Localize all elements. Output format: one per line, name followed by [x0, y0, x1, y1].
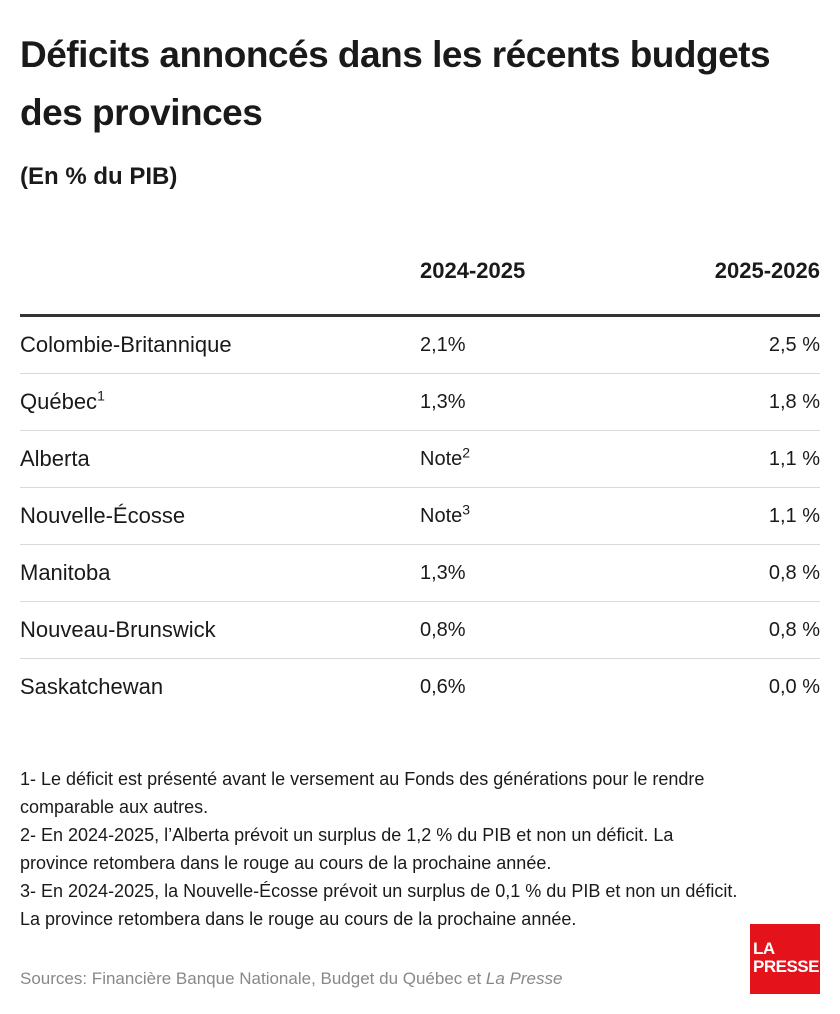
deficit-table: 2024-2025 2025-2026 Colombie-Britannique… — [20, 250, 820, 715]
footnote-marker: 3 — [462, 500, 471, 517]
value-2025-2026: 1,1 % — [620, 487, 820, 545]
province-name-cell: Nouvelle-Écosse — [20, 487, 420, 545]
sources-italic: La Presse — [485, 969, 563, 988]
province-name: Nouvelle-Écosse — [20, 503, 186, 528]
value-2024-2025-cell: 1,3% — [420, 544, 620, 602]
province-name-cell: Manitoba — [20, 544, 420, 602]
province-name: Saskatchewan — [20, 674, 164, 699]
value-2024-2025: 0,8% — [420, 618, 466, 641]
table-row: Colombie-Britannique 2,1% 2,5 % — [20, 315, 820, 374]
value-2025-2026: 0,8 % — [620, 601, 820, 659]
table-row: Québec1 1,3% 1,8 % — [20, 373, 820, 431]
column-header-2025-2026: 2025-2026 — [620, 250, 820, 317]
footnotes: 1- Le déficit est présenté avant le vers… — [20, 765, 740, 933]
value-2024-2025-cell: Note3 — [420, 487, 620, 545]
value-2024-2025: 0,6% — [420, 675, 466, 698]
value-2024-2025-cell: 0,6% — [420, 659, 620, 716]
table-row: Saskatchewan 0,6% 0,0 % — [20, 659, 820, 716]
value-2025-2026: 1,8 % — [620, 373, 820, 431]
province-name-cell: Colombie-Britannique — [20, 315, 420, 374]
value-2024-2025-cell: Note2 — [420, 430, 620, 488]
footnote-2: 2- En 2024-2025, l’Alberta prévoit un su… — [20, 825, 674, 873]
chart-title: Déficits annoncés dans les récents budge… — [20, 34, 771, 133]
value-2025-2026: 0,0 % — [768, 675, 820, 698]
table-row: Nouveau-Brunswick 0,8% 0,8 % — [20, 601, 820, 659]
value-2024-2025: 1,3% — [420, 390, 466, 413]
value-2025-2026: 0,8 % — [620, 544, 820, 602]
footnote-3: 3- En 2024-2025, la Nouvelle-Écosse prév… — [20, 881, 738, 929]
footnote-marker: 1 — [97, 387, 105, 404]
table-body: Colombie-Britannique 2,1% 2,5 % Québec1 1,3%… — [20, 315, 820, 716]
province-name-cell: Alberta — [20, 430, 420, 488]
sources-text: Sources: Financière Banque Nationale, Bu… — [20, 969, 486, 988]
logo-line-2: PRESSE — [753, 957, 819, 976]
footnote-marker: 2 — [462, 443, 471, 460]
value-2024-2025: Note — [420, 447, 463, 470]
table-row: Alberta Note2 1,1 % — [20, 430, 820, 488]
province-name-cell: Saskatchewan — [20, 659, 420, 716]
province-name: Manitoba — [20, 560, 111, 585]
province-name-cell: Québec1 — [20, 373, 420, 431]
province-name: Alberta — [20, 446, 90, 471]
value-2025-2026: 2,5 % — [620, 315, 820, 374]
table-row: Nouvelle-Écosse Note3 1,1 % — [20, 487, 820, 545]
la-presse-logo: LA PRESSE — [750, 924, 820, 994]
value-2024-2025: Note — [420, 504, 463, 527]
sources-line: Sources: Financière Banque Nationale, Bu… — [20, 969, 562, 989]
province-name: Québec — [20, 389, 98, 414]
chart-subtitle: (En % du PIB) — [20, 163, 178, 190]
footnote-1: 1- Le déficit est présenté avant le vers… — [20, 769, 705, 817]
table-header-row: 2024-2025 2025-2026 — [20, 250, 820, 317]
province-name: Colombie-Britannique — [20, 332, 232, 357]
province-name-cell: Nouveau-Brunswick — [20, 601, 420, 659]
value-2024-2025: 2,1% — [420, 333, 466, 356]
value-2024-2025: 1,3% — [420, 561, 466, 584]
table-row: Manitoba 1,3% 0,8 % — [20, 544, 820, 602]
value-2024-2025-cell: 2,1% — [420, 315, 620, 374]
value-2024-2025-cell: 0,8% — [420, 601, 620, 659]
value-2024-2025-cell: 1,3% — [420, 373, 620, 431]
value-2025-2026: 1,1 % — [620, 430, 820, 488]
logo-line-1: LA — [753, 939, 775, 958]
province-name: Nouveau-Brunswick — [20, 617, 216, 642]
column-header-2024-2025: 2024-2025 — [420, 250, 620, 317]
column-header-province — [20, 250, 420, 317]
